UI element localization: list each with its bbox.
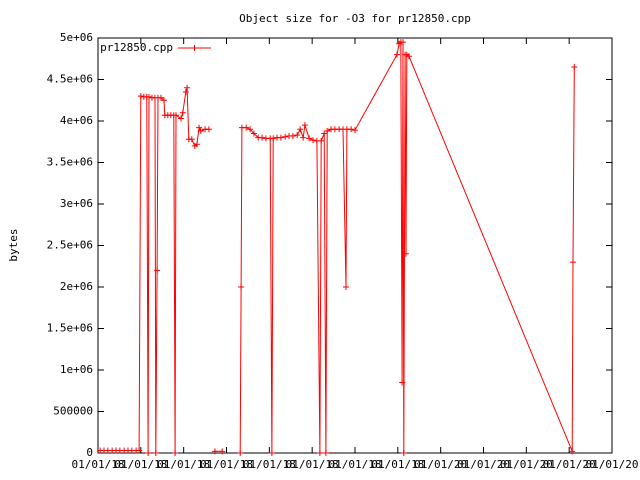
point bbox=[310, 137, 317, 144]
point bbox=[154, 267, 161, 274]
point bbox=[352, 127, 358, 134]
chart-title: Object size for -O3 for pr12850.cpp bbox=[239, 12, 471, 25]
point bbox=[324, 127, 331, 134]
point bbox=[259, 134, 266, 141]
point bbox=[172, 450, 179, 456]
x-tick-label: 01/01/18 bbox=[329, 458, 382, 471]
point bbox=[399, 379, 406, 386]
y-tick-label: 4e+06 bbox=[60, 114, 93, 127]
point bbox=[402, 250, 409, 257]
point bbox=[137, 93, 144, 100]
point bbox=[297, 126, 304, 133]
x-tick-label: 01/01/18 bbox=[72, 458, 125, 471]
point bbox=[277, 134, 284, 141]
point bbox=[400, 450, 407, 456]
x-tick-label: 01/01/18 bbox=[286, 458, 339, 471]
y-tick-label: 2.5e+06 bbox=[47, 239, 93, 252]
x-tick-label: 01/01/20 bbox=[414, 458, 467, 471]
legend-label: pr12850.cpp bbox=[100, 41, 173, 54]
point bbox=[570, 259, 577, 266]
point bbox=[282, 133, 289, 140]
point bbox=[197, 127, 204, 134]
point bbox=[268, 450, 275, 456]
point bbox=[300, 134, 307, 141]
point bbox=[160, 97, 167, 104]
point bbox=[237, 450, 244, 456]
x-tick-label: 01/01/20 bbox=[500, 458, 553, 471]
point bbox=[205, 126, 212, 133]
point bbox=[322, 450, 329, 456]
y-tick-label: 0 bbox=[86, 446, 93, 459]
legend-swatch bbox=[191, 45, 198, 51]
point bbox=[247, 126, 254, 133]
series-line bbox=[100, 40, 575, 454]
point bbox=[211, 448, 218, 455]
y-tick-label: 4.5e+06 bbox=[47, 73, 93, 86]
point bbox=[238, 284, 245, 290]
x-tick-label: 01/01/18 bbox=[157, 458, 210, 471]
point bbox=[182, 88, 189, 95]
point bbox=[136, 447, 143, 454]
point bbox=[399, 39, 406, 46]
point bbox=[178, 115, 185, 122]
x-tick-label: 01/01/20 bbox=[543, 458, 596, 471]
point bbox=[405, 53, 412, 60]
y-tick-label: 5e+06 bbox=[60, 31, 93, 44]
y-tick-label: 1.5e+06 bbox=[47, 322, 93, 335]
point bbox=[571, 64, 578, 71]
point bbox=[250, 130, 257, 137]
point bbox=[145, 93, 152, 100]
point bbox=[318, 137, 325, 144]
y-tick-label: 2e+06 bbox=[60, 280, 93, 293]
point bbox=[301, 122, 308, 129]
point bbox=[316, 450, 323, 456]
y-axis-label: bytes bbox=[7, 228, 20, 261]
point bbox=[393, 51, 400, 58]
y-tick-label: 3e+06 bbox=[60, 197, 93, 210]
x-tick-label: 01/01/20 bbox=[457, 458, 510, 471]
point bbox=[193, 141, 200, 148]
x-tick-label: 01/01/18 bbox=[114, 458, 167, 471]
point bbox=[343, 284, 350, 290]
point bbox=[172, 112, 179, 119]
point bbox=[219, 448, 226, 455]
x-tick-label: 01/01/18 bbox=[371, 458, 424, 471]
point bbox=[289, 132, 296, 139]
point bbox=[145, 450, 152, 456]
point bbox=[152, 450, 159, 456]
y-tick-label: 500000 bbox=[53, 405, 93, 418]
x-tick-label: 01/01/18 bbox=[243, 458, 296, 471]
point bbox=[196, 124, 203, 131]
point bbox=[569, 448, 576, 455]
point bbox=[188, 136, 195, 143]
point bbox=[270, 135, 277, 142]
point bbox=[348, 126, 355, 133]
y-tick-label: 3.5e+06 bbox=[47, 156, 93, 169]
point bbox=[294, 132, 301, 139]
x-tick-label: 01/01/18 bbox=[200, 458, 253, 471]
point bbox=[179, 109, 186, 116]
x-tick-label: 01/01/20 bbox=[586, 458, 639, 471]
point bbox=[243, 124, 250, 131]
point bbox=[306, 135, 313, 142]
y-tick-label: 1e+06 bbox=[60, 363, 93, 376]
point bbox=[184, 84, 191, 91]
